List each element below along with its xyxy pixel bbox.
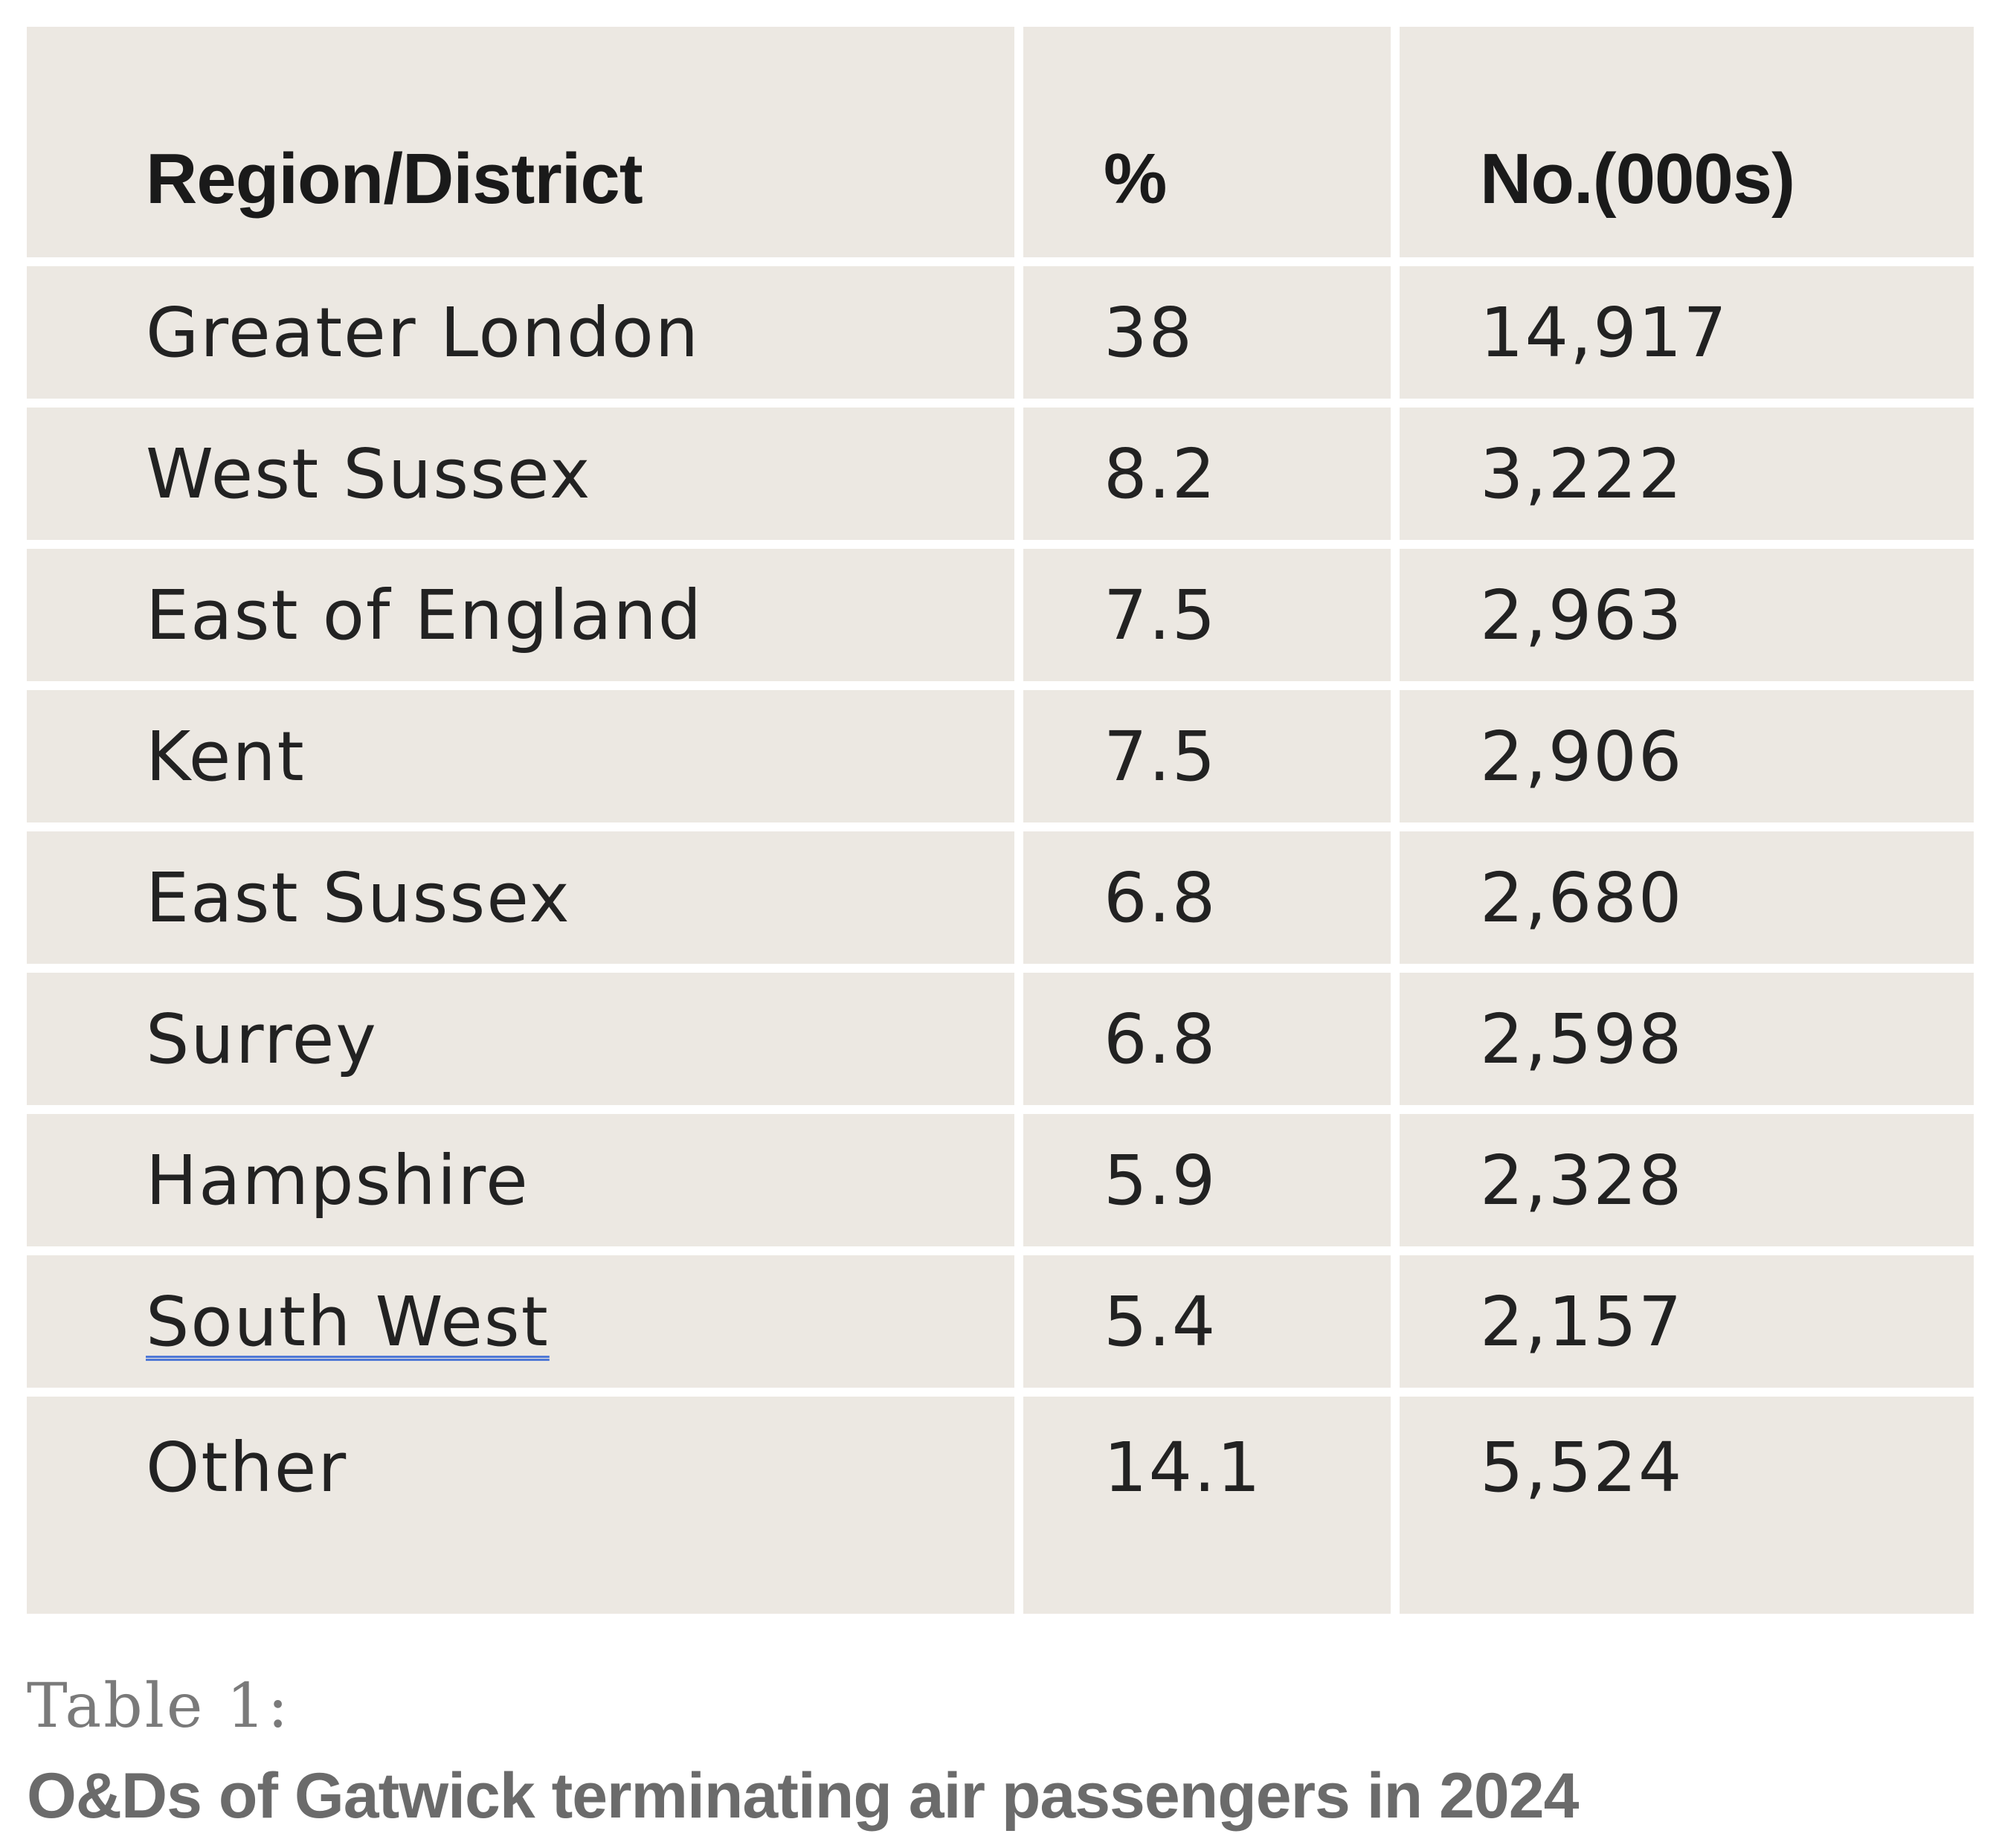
data-table-container: Region/District % No.(000s) Greater Lond… <box>27 27 1974 1614</box>
cell-percent: 5.4 <box>1023 1255 1391 1388</box>
cell-region: East Sussex <box>27 831 1014 964</box>
cell-percent: 7.5 <box>1023 549 1391 681</box>
caption-title: O&Ds of Gatwick terminating air passenge… <box>27 1760 1579 1832</box>
table-row: West Sussex 8.2 3,222 <box>27 408 1974 540</box>
cell-region: Other <box>27 1397 1014 1614</box>
table-row: Other 14.1 5,524 <box>27 1397 1974 1614</box>
table-header-row: Region/District % No.(000s) <box>27 27 1974 257</box>
table-caption: Table 1: O&Ds of Gatwick terminating air… <box>27 1666 1960 1837</box>
header-region-district: Region/District <box>27 27 1014 257</box>
cell-percent: 14.1 <box>1023 1397 1391 1614</box>
cell-number: 14,917 <box>1400 266 1974 399</box>
cell-number: 2,680 <box>1400 831 1974 964</box>
cell-percent: 6.8 <box>1023 973 1391 1105</box>
table-row: Greater London 38 14,917 <box>27 266 1974 399</box>
cell-number: 3,222 <box>1400 408 1974 540</box>
table-row: South West 5.4 2,157 <box>27 1255 1974 1388</box>
cell-region: West Sussex <box>27 408 1014 540</box>
table-row: Surrey 6.8 2,598 <box>27 973 1974 1105</box>
cell-number: 2,598 <box>1400 973 1974 1105</box>
header-number-thousands: No.(000s) <box>1400 27 1974 257</box>
table-row: Hampshire 5.9 2,328 <box>27 1114 1974 1246</box>
table-row: Kent 7.5 2,906 <box>27 690 1974 822</box>
table-row: East of England 7.5 2,963 <box>27 549 1974 681</box>
cell-number: 2,157 <box>1400 1255 1974 1388</box>
cell-region: Surrey <box>27 973 1014 1105</box>
cell-number: 2,906 <box>1400 690 1974 822</box>
cell-region: Hampshire <box>27 1114 1014 1246</box>
cell-region: Kent <box>27 690 1014 822</box>
cell-percent: 8.2 <box>1023 408 1391 540</box>
caption-label: Table 1: <box>27 1671 291 1742</box>
cell-percent: 38 <box>1023 266 1391 399</box>
cell-region: East of England <box>27 549 1014 681</box>
header-percent: % <box>1023 27 1391 257</box>
cell-percent: 5.9 <box>1023 1114 1391 1246</box>
cell-region: South West <box>27 1255 1014 1388</box>
cell-number: 2,963 <box>1400 549 1974 681</box>
cell-percent: 6.8 <box>1023 831 1391 964</box>
spellcheck-underlined-text[interactable]: South West <box>146 1281 550 1362</box>
cell-percent: 7.5 <box>1023 690 1391 822</box>
passenger-origin-table: Region/District % No.(000s) Greater Lond… <box>18 18 1983 1623</box>
cell-number: 5,524 <box>1400 1397 1974 1614</box>
table-row: East Sussex 6.8 2,680 <box>27 831 1974 964</box>
cell-region: Greater London <box>27 266 1014 399</box>
cell-number: 2,328 <box>1400 1114 1974 1246</box>
